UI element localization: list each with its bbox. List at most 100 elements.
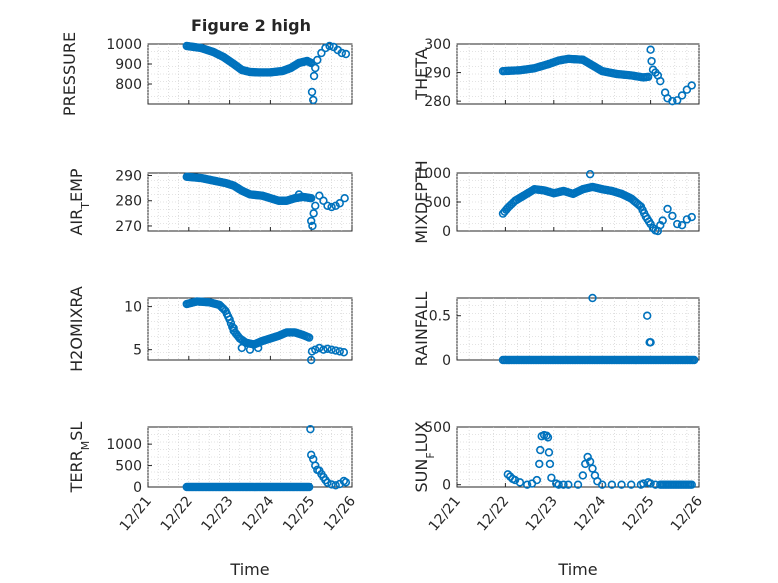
chart-panel-1: 800 900 1000 PRESSURE (60, 32, 353, 116)
data-point (673, 219, 682, 229)
data-point (327, 345, 336, 354)
y-tick-label: 900 (115, 57, 142, 73)
data-point (304, 482, 314, 492)
x-tick-label: 12/21 (426, 493, 464, 534)
data-point (522, 480, 532, 489)
data-point (309, 209, 318, 218)
x-axis-label: Time (557, 560, 597, 579)
data-point (588, 464, 597, 473)
y-tick-label: 1000 (415, 166, 451, 182)
chart-panel-8: 0 500 12/21 12/22 12/23 12/24 12/25 12/26 SUNFLU… (412, 420, 706, 579)
data-point (677, 221, 687, 230)
data-point (627, 480, 636, 489)
x-tick-label: 12/21 (117, 493, 155, 534)
data-point (503, 470, 513, 479)
y-tick-label: 500 (424, 420, 451, 436)
data-point (339, 348, 349, 357)
data-point (306, 424, 315, 434)
y-tick-label: 270 (115, 219, 142, 235)
data-point (564, 480, 573, 489)
x-tick-label: 12/26 (668, 493, 706, 534)
y-tick-label: 10 (124, 300, 142, 316)
data-point (585, 169, 595, 179)
data-point (532, 475, 542, 485)
data-point (559, 480, 568, 489)
y-axis-label: MIXDEPTH (412, 160, 431, 243)
x-tick-label: 12/25 (280, 493, 318, 534)
y-tick-label: 0 (442, 224, 451, 240)
data-point (323, 478, 332, 487)
chart-panel-7: 0 500 1000 12/21 12/22 12/23 12/24 12/25 12/26 TE… (67, 422, 359, 579)
y-axis-label: PRESSURE (60, 32, 79, 116)
y-tick-label: 0.5 (429, 309, 451, 325)
data-point (647, 56, 656, 66)
y-axis-label: SUNFLUX (412, 421, 437, 492)
data-point (253, 343, 263, 353)
data-point (307, 194, 316, 203)
data-point (643, 72, 653, 82)
data-point (673, 96, 682, 105)
y-tick-label: 300 (424, 37, 451, 53)
y-tick-label: 290 (115, 169, 142, 185)
y-tick-label: 280 (424, 94, 451, 110)
y-tick-label: 5 (133, 343, 142, 359)
data-point (319, 345, 328, 354)
data-point (581, 459, 590, 469)
data-point (646, 338, 655, 347)
x-tick-label: 12/22 (158, 493, 196, 534)
x-axis-label: Time (229, 560, 269, 579)
data-point (643, 311, 652, 320)
data-point (237, 343, 247, 353)
data-point (225, 315, 234, 324)
y-tick-label: 290 (424, 66, 451, 82)
data-point (573, 480, 583, 489)
y-axis-label: H2OMIXRA (67, 286, 86, 372)
data-point (307, 216, 316, 226)
data-point (307, 355, 316, 365)
data-point (668, 96, 677, 106)
data-point (325, 41, 334, 51)
data-point (315, 191, 324, 200)
data-point (327, 480, 336, 489)
chart-panel-3: 270 280 290 AIRTEMP (67, 168, 353, 236)
x-tick-label: 12/23 (523, 493, 561, 534)
data-point (327, 202, 336, 212)
x-tick-label: 12/25 (619, 493, 657, 534)
data-point (340, 194, 349, 203)
data-point (578, 471, 588, 480)
data-point (308, 221, 317, 231)
data-point (341, 49, 351, 59)
data-point (545, 459, 555, 469)
data-point (646, 45, 655, 54)
data-point (535, 459, 544, 469)
data-point (544, 448, 554, 457)
data-point (317, 48, 326, 58)
data-point (315, 343, 324, 353)
data-point (311, 461, 320, 470)
x-tick-label: 12/24 (571, 493, 609, 534)
y-tick-label: 500 (115, 459, 142, 475)
data-point (307, 450, 316, 460)
data-point (319, 196, 328, 205)
data-point (554, 480, 563, 489)
data-point (658, 216, 667, 225)
data-point (309, 95, 318, 105)
data-point (335, 347, 344, 356)
data-point (656, 76, 665, 86)
data-point (617, 480, 626, 489)
data-point (229, 323, 238, 333)
data-point (331, 346, 340, 355)
data-point (311, 345, 320, 354)
y-axis-label: THETA (412, 48, 431, 100)
data-point (311, 63, 320, 73)
data-point (510, 475, 520, 485)
data-point (687, 480, 696, 489)
data-point (543, 433, 553, 442)
data-point (663, 204, 672, 214)
y-tick-label: 0 (442, 478, 451, 494)
data-point (547, 473, 556, 482)
